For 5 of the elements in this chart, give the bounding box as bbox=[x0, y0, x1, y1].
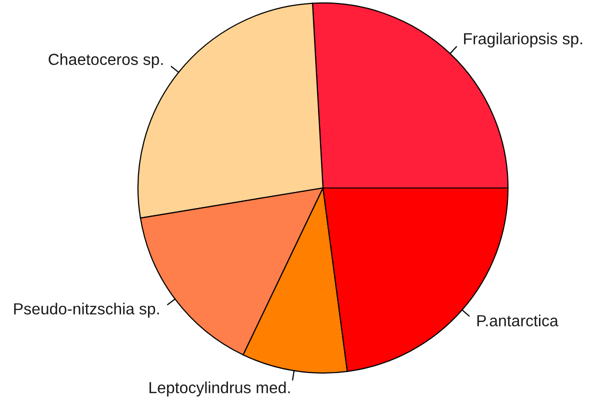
slice-label: Fragilariopsis sp. bbox=[464, 32, 582, 48]
slice-label: Pseudo-nitzschia sp. bbox=[14, 302, 159, 318]
slice-label: Chaetoceros sp. bbox=[48, 53, 163, 68]
slice-label: P.antarctica bbox=[477, 314, 558, 326]
slice-label: Leptocylindrus med. bbox=[150, 382, 290, 396]
